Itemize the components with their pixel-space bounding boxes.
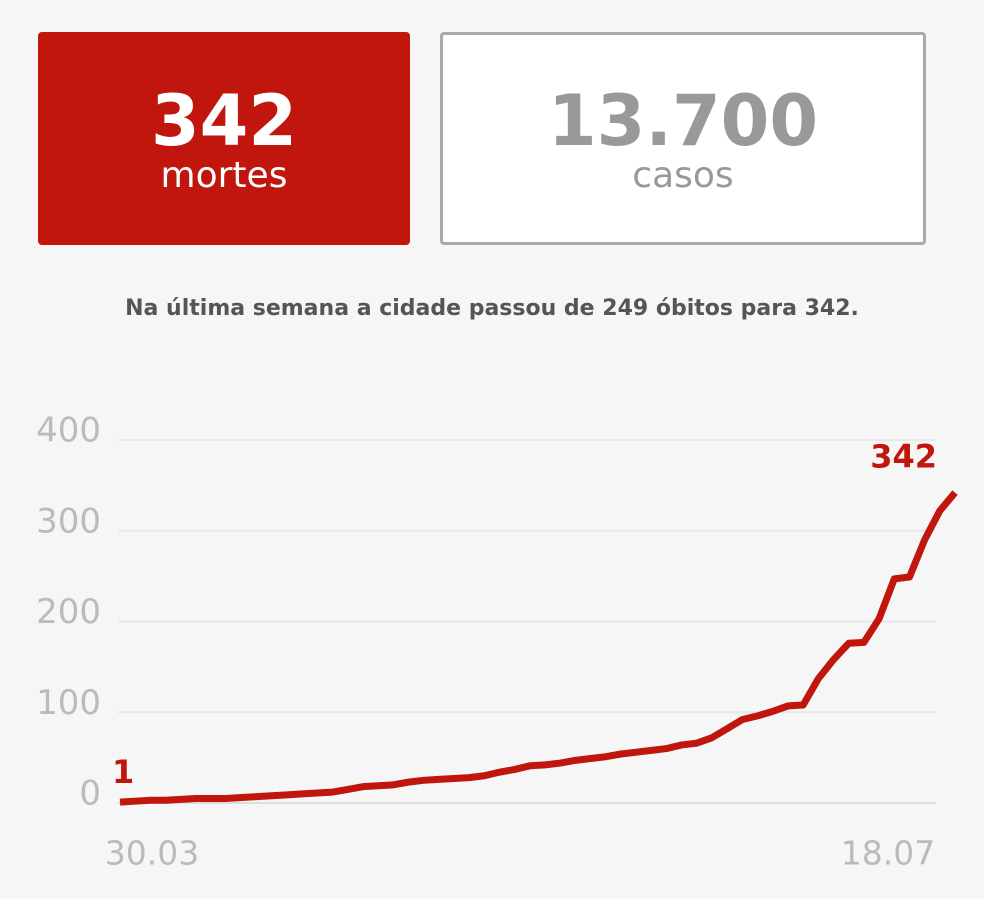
y-tick-label: 400 (36, 411, 101, 451)
deaths-card: 342 mortes (38, 32, 410, 245)
y-tick-label: 200 (36, 592, 101, 632)
cases-value: 13.700 (547, 80, 819, 162)
y-tick-label: 0 (79, 774, 101, 814)
cases-label: casos (632, 155, 734, 196)
data-line (119, 490, 958, 806)
summary: Na última semana a cidade passou de 249 … (125, 296, 859, 321)
end-label: 342 (870, 438, 937, 476)
x-tick-label: 18.07 (841, 834, 935, 873)
deaths-value: 342 (150, 80, 298, 162)
cases-card: 13.700 casos (440, 32, 926, 245)
start-label: 1 (112, 753, 134, 791)
x-tick-label: 30.03 (105, 834, 199, 873)
y-tick-label: 100 (36, 683, 101, 723)
deaths-label: mortes (160, 155, 288, 196)
y-tick-label: 300 (36, 501, 101, 541)
